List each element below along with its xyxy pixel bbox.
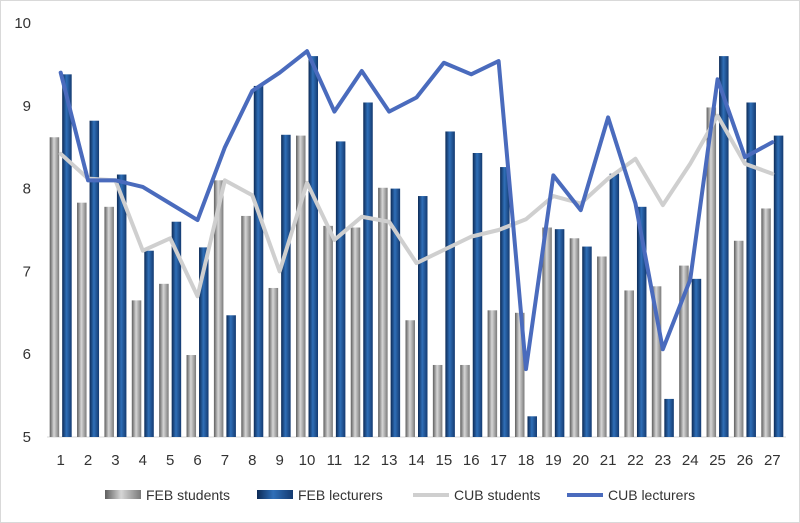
legend-cub-lecturers-label: CUB lecturers	[608, 487, 695, 503]
x-tick-label: 13	[381, 452, 398, 469]
y-tick-label: 9	[23, 98, 31, 115]
bar-feb-students	[706, 107, 717, 438]
bar-feb-lecturers	[116, 174, 127, 438]
x-tick-label: 4	[139, 452, 147, 469]
bar-feb-students	[733, 240, 744, 437]
bar-feb-lecturers	[308, 56, 319, 438]
x-tick-label: 24	[682, 452, 699, 469]
x-tick-label: 8	[248, 452, 256, 469]
line-cub-lecturers	[58, 49, 775, 372]
x-tick-label: 5	[166, 452, 174, 469]
bar-feb-students	[569, 238, 580, 437]
legend-cub-students-label: CUB students	[454, 487, 540, 503]
x-tick-label: 23	[654, 452, 671, 469]
bar-feb-lecturers	[226, 315, 236, 437]
bar-feb-lecturers	[335, 141, 346, 438]
bar-feb-lecturers	[171, 221, 182, 437]
bar-feb-students	[432, 364, 443, 437]
x-tick-label: 9	[275, 452, 283, 469]
x-tick-label: 27	[764, 452, 781, 469]
x-tick-label: 20	[572, 452, 589, 469]
x-tick-label: 6	[193, 452, 201, 469]
bar-feb-students	[268, 287, 279, 437]
bar-feb-lecturers	[554, 229, 565, 437]
bar-feb-students	[651, 286, 662, 437]
x-tick-label: 14	[408, 452, 425, 469]
bar-feb-students	[296, 135, 306, 437]
bar-feb-lecturers	[89, 120, 100, 437]
bar-feb-students	[597, 256, 607, 437]
bar-feb-lecturers	[773, 135, 784, 437]
legend-feb-lecturers-swatch	[257, 490, 293, 499]
x-tick-label: 21	[600, 452, 617, 469]
bar-feb-lecturers	[62, 74, 72, 437]
x-tick-label: 25	[709, 452, 726, 469]
bar-feb-students	[761, 208, 771, 437]
bar-feb-lecturers	[636, 206, 647, 437]
bar-feb-students	[186, 355, 197, 437]
bar-feb-lecturers	[500, 167, 510, 437]
bar-feb-lecturers	[390, 188, 401, 437]
line-cub-students	[58, 113, 775, 299]
bar-feb-students	[624, 290, 634, 437]
x-tick-label: 12	[353, 452, 370, 469]
bar-feb-lecturers	[472, 152, 483, 437]
x-tick-label: 26	[737, 452, 754, 469]
bar-feb-lecturers	[445, 131, 455, 437]
bar-feb-students	[159, 283, 169, 437]
bar-feb-lecturers	[527, 416, 537, 437]
x-tick-label: 18	[518, 452, 535, 469]
legend-feb-students-label: FEB students	[146, 487, 230, 503]
bar-feb-lecturers	[281, 134, 291, 437]
y-tick-label: 5	[23, 429, 31, 446]
y-tick-label: 6	[23, 346, 31, 363]
bar-feb-lecturers	[664, 398, 674, 437]
bar-feb-students	[350, 227, 361, 437]
x-tick-label: 1	[57, 452, 65, 469]
legend-feb-students-swatch	[105, 490, 141, 499]
x-tick-label: 15	[436, 452, 453, 469]
bar-feb-students	[487, 310, 498, 437]
bar-feb-lecturers	[719, 56, 729, 438]
bar-feb-students	[241, 215, 251, 437]
x-tick-label: 16	[463, 452, 480, 469]
x-tick-label: 17	[490, 452, 507, 469]
bar-feb-lecturers	[253, 85, 264, 437]
bar-feb-students	[104, 206, 114, 437]
y-tick-label: 7	[23, 263, 31, 280]
x-tick-label: 10	[299, 452, 316, 469]
bar-feb-lecturers	[363, 102, 373, 437]
bar-feb-students	[49, 137, 60, 437]
y-tick-label: 8	[23, 181, 31, 198]
bar-feb-students	[131, 300, 142, 437]
bar-feb-students	[323, 225, 333, 437]
bar-feb-lecturers	[418, 196, 428, 437]
bar-feb-students	[77, 202, 87, 437]
bar-feb-lecturers	[746, 102, 756, 437]
x-tick-label: 7	[221, 452, 229, 469]
bar-feb-students	[405, 320, 415, 437]
bar-feb-lecturers	[609, 173, 620, 438]
bar-feb-lecturers	[199, 247, 209, 437]
bar-feb-students	[542, 227, 552, 437]
legend-feb-lecturers-label: FEB lecturers	[298, 487, 383, 503]
bar-feb-students	[213, 180, 224, 437]
bar-feb-students	[679, 265, 689, 437]
bar-feb-lecturers	[691, 278, 702, 437]
x-tick-label: 22	[627, 452, 644, 469]
bar-feb-students	[514, 312, 525, 437]
x-tick-label: 11	[327, 452, 343, 469]
y-tick-label: 10	[14, 15, 31, 32]
bar-feb-lecturers	[144, 250, 154, 437]
x-tick-label: 19	[545, 452, 562, 469]
x-tick-label: 3	[111, 452, 119, 469]
x-tick-label: 2	[84, 452, 92, 469]
bar-feb-lecturers	[582, 246, 592, 437]
bar-feb-students	[460, 364, 470, 437]
bar-feb-students	[378, 187, 388, 437]
